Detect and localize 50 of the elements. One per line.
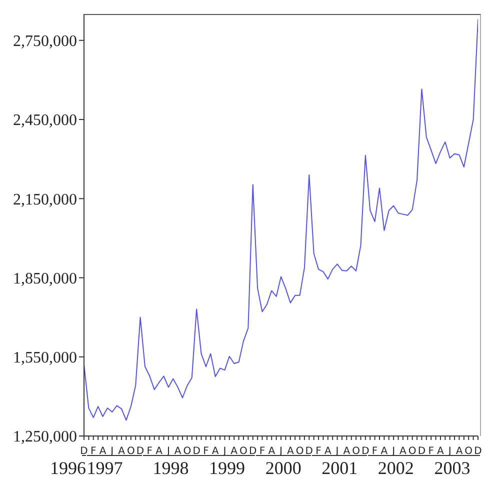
x-tick-label: O [183, 446, 192, 457]
y-tick-label: 1,550,000 [13, 350, 77, 367]
x-tick-label: D [418, 446, 426, 457]
x-tick-label: O [352, 446, 360, 457]
x-tick-label: O [464, 446, 473, 457]
text: 2002 [376, 458, 415, 479]
x-tick-label: A [456, 446, 463, 457]
x-tick-label: D [305, 446, 314, 457]
text: 1998 [152, 458, 190, 479]
x-tick-label: A [380, 446, 388, 457]
text: 1999 [208, 458, 246, 479]
x-tick-label: A [230, 446, 238, 457]
x-tick-label: F [372, 446, 378, 457]
y-tick-label: 2,750,000 [13, 33, 77, 50]
y-tick-label: 1,850,000 [13, 270, 77, 288]
x-tick-label: F [259, 446, 266, 457]
y-tick-label: 2,450,000 [13, 112, 77, 130]
x-tick-label: A [174, 446, 182, 457]
x-tick-label: F [146, 446, 153, 457]
x-tick-label: F [203, 446, 210, 457]
text: 2001 [320, 458, 359, 479]
text: 1996 [49, 458, 86, 479]
x-tick-label: F [90, 446, 96, 457]
x-tick-label: D [474, 446, 482, 457]
x-tick-label: A [212, 446, 219, 457]
x-tick-label: D [192, 446, 201, 457]
x-tick-label: A [400, 446, 407, 457]
x-tick-label: D [80, 446, 88, 457]
x-tick-label: O [126, 446, 135, 457]
y-tick-label: 1,250,000 [13, 428, 77, 446]
x-tick-label: D [136, 446, 144, 457]
x-tick-label: O [408, 446, 416, 457]
x-tick-label: A [437, 446, 444, 457]
x-tick-label: A [324, 446, 332, 457]
x-tick-label: O [240, 446, 248, 457]
text: 2003 [433, 458, 472, 479]
x-tick-label: A [343, 446, 350, 457]
x-tick-label: A [118, 446, 126, 457]
x-tick-label: O [296, 446, 304, 457]
x-tick-label: A [268, 446, 276, 457]
x-tick-label: F [316, 446, 322, 457]
x-tick-label: A [286, 446, 294, 457]
x-tick-label: A [156, 446, 163, 457]
y-tick-label: 2,150,000 [13, 191, 77, 208]
x-tick-label: A [99, 446, 106, 457]
x-tick-label: F [428, 446, 434, 457]
text: 1997 [86, 458, 124, 479]
x-tick-label: D [249, 446, 258, 457]
x-tick-label: D [362, 446, 370, 457]
text: 2000 [264, 458, 302, 479]
